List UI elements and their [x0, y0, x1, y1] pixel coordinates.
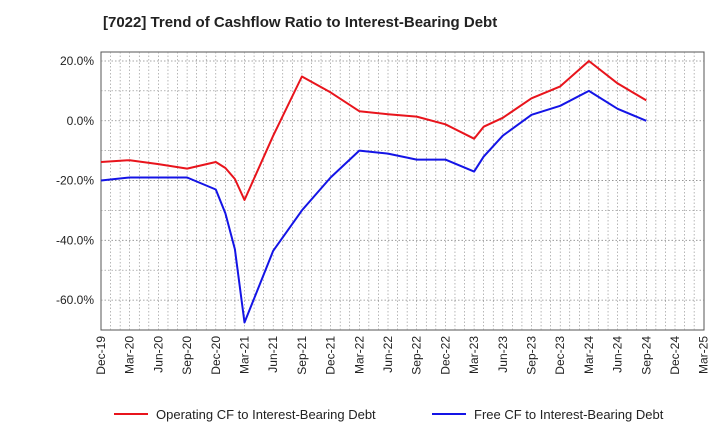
x-tick-label: Jun-24: [611, 336, 625, 373]
plot-frame: [100, 51, 705, 331]
y-tick-label: -60.0%: [56, 293, 94, 307]
x-tick-label: Sep-22: [410, 336, 424, 375]
x-tick-label: Dec-22: [438, 336, 452, 375]
series-line-1: [100, 60, 647, 201]
x-tick-label: Jun-23: [496, 336, 510, 373]
x-tick-label: Mar-20: [123, 336, 137, 374]
x-tick-label: Mar-23: [467, 336, 481, 374]
y-tick-label: 20.0%: [60, 54, 94, 68]
x-tick-label: Mar-24: [582, 336, 596, 374]
legend-label-2: Free CF to Interest-Bearing Debt: [474, 407, 664, 422]
series-line-2: [100, 89, 647, 324]
x-tick-label: Sep-23: [525, 336, 539, 375]
y-tick-label: 0.0%: [67, 114, 95, 128]
x-tick-label: Mar-25: [697, 336, 711, 374]
x-tick-label: Dec-24: [668, 336, 682, 375]
x-tick-label: Jun-21: [266, 336, 280, 373]
x-tick-label: Mar-22: [352, 336, 366, 374]
y-tick-label: -40.0%: [56, 233, 94, 247]
x-tick-label: Jun-22: [381, 336, 395, 373]
x-tick-label: Dec-19: [94, 336, 108, 375]
x-tick-label: Sep-24: [639, 336, 653, 375]
x-tick-label: Dec-20: [209, 336, 223, 375]
x-tick-label: Dec-21: [324, 336, 338, 375]
x-tick-label: Mar-21: [238, 336, 252, 374]
y-tick-label: -20.0%: [56, 174, 94, 188]
x-tick-label: Dec-23: [553, 336, 567, 375]
legend-label-1: Operating CF to Interest-Bearing Debt: [156, 407, 376, 422]
x-tick-label: Sep-21: [295, 336, 309, 375]
chart-title: [7022] Trend of Cashflow Ratio to Intere…: [103, 14, 498, 31]
x-tick-label: Jun-20: [151, 336, 165, 373]
x-tick-label: Sep-20: [180, 336, 194, 375]
